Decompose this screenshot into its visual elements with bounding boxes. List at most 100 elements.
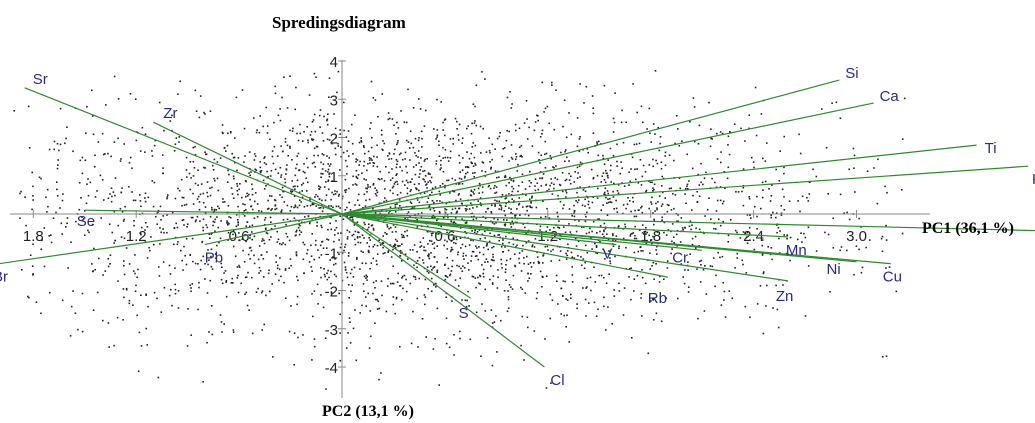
score-point [305,177,307,180]
score-point [46,188,49,191]
score-point [549,293,552,296]
score-point [494,184,496,187]
score-point [677,297,679,300]
score-point [260,169,263,172]
score-point [376,263,378,266]
score-point [403,274,406,277]
score-point [509,176,511,179]
score-point [339,313,341,316]
score-point [230,131,232,133]
score-point [324,337,327,339]
score-point [192,203,195,205]
score-point [96,291,99,294]
score-point [452,237,455,239]
score-point [213,221,216,223]
score-point [711,265,714,268]
score-point [412,107,415,109]
score-point [603,229,605,232]
score-point [524,292,527,294]
score-point [438,210,441,213]
score-point [490,211,492,213]
score-point [348,155,350,157]
score-point [525,242,528,244]
score-point [472,165,475,167]
score-point [530,201,532,203]
score-point [470,260,472,262]
score-point [644,170,647,173]
score-point [369,186,372,188]
score-point [293,217,296,219]
score-point [418,256,421,259]
score-point [453,238,455,240]
score-point [497,276,499,278]
score-point [24,196,26,198]
score-point [241,238,244,240]
score-point [628,171,630,173]
score-point [652,212,654,214]
score-point [467,290,469,293]
score-point [628,184,630,186]
score-point [624,223,626,226]
score-point [424,296,427,298]
score-point [31,171,33,174]
score-point [771,184,773,186]
score-point [423,160,426,162]
score-point [182,269,184,271]
score-point [190,177,192,179]
score-point [672,236,675,238]
score-point [652,235,654,238]
score-point [479,251,481,254]
score-point [274,208,276,211]
score-point [766,142,768,144]
score-point [199,220,201,222]
score-point [418,189,420,192]
score-point [337,205,340,208]
score-point [623,287,626,289]
score-point [744,232,747,235]
score-point [374,298,377,301]
chart-title: Spredingsdiagram [272,13,406,32]
score-point [351,284,353,287]
score-point [270,227,273,230]
score-point [147,196,150,199]
score-point [436,261,438,263]
score-point [289,145,291,148]
score-point [503,219,505,221]
score-point [571,215,573,217]
score-point [268,269,270,272]
score-point [584,298,587,301]
score-point [277,172,280,174]
score-point [713,227,715,230]
score-point [28,147,31,149]
score-point [656,207,658,209]
score-point [40,312,42,315]
score-point [520,270,523,272]
score-point [38,176,41,179]
score-point [721,202,724,205]
score-point [610,181,612,183]
score-point [568,160,570,162]
score-point [476,231,479,233]
score-point [446,213,449,216]
score-point [114,177,117,179]
score-point [563,204,565,206]
score-point [423,125,426,127]
score-point [482,272,484,275]
score-point [474,162,476,165]
score-point [803,232,805,235]
score-point [472,251,475,253]
score-point [433,201,435,204]
score-point [326,138,329,141]
score-point [651,242,653,245]
score-point [797,200,799,202]
score-point [434,186,437,188]
score-point [405,139,408,142]
score-point [123,260,125,262]
score-point [263,242,266,245]
score-point [531,145,534,147]
score-point [368,347,371,349]
y-axis-title: PC2 (13,1 %) [322,403,414,420]
score-point [607,159,609,161]
score-point [356,256,358,259]
score-point [177,290,180,292]
